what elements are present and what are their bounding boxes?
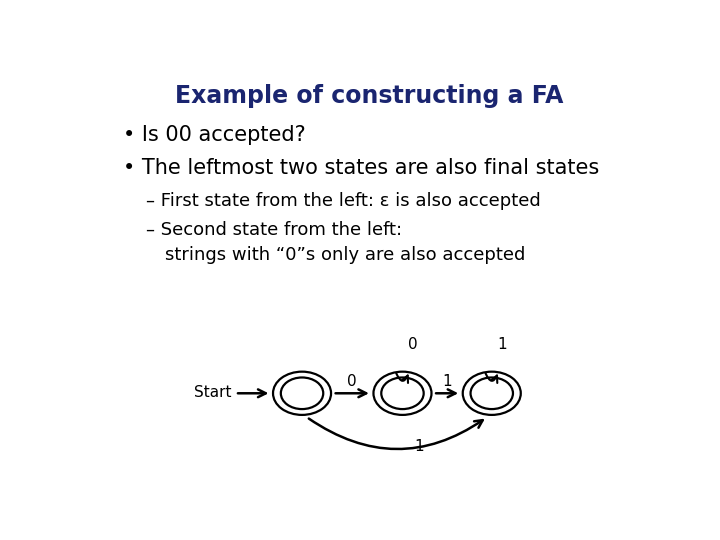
Text: strings with “0”s only are also accepted: strings with “0”s only are also accepted (166, 246, 526, 264)
Text: Example of constructing a FA: Example of constructing a FA (175, 84, 563, 107)
Circle shape (273, 372, 331, 415)
Circle shape (374, 372, 431, 415)
Text: • The leftmost two states are also final states: • The leftmost two states are also final… (124, 158, 600, 178)
Circle shape (463, 372, 521, 415)
Text: – Second state from the left:: – Second state from the left: (145, 221, 402, 239)
Text: – First state from the left: ε is also accepted: – First state from the left: ε is also a… (145, 192, 541, 210)
Text: 0: 0 (408, 337, 418, 352)
Text: 1: 1 (497, 337, 507, 352)
Text: • Is 00 accepted?: • Is 00 accepted? (124, 125, 306, 145)
Text: 0: 0 (348, 374, 357, 389)
Text: 1: 1 (415, 438, 424, 454)
Text: 1: 1 (442, 374, 452, 389)
Text: Start: Start (194, 384, 231, 400)
